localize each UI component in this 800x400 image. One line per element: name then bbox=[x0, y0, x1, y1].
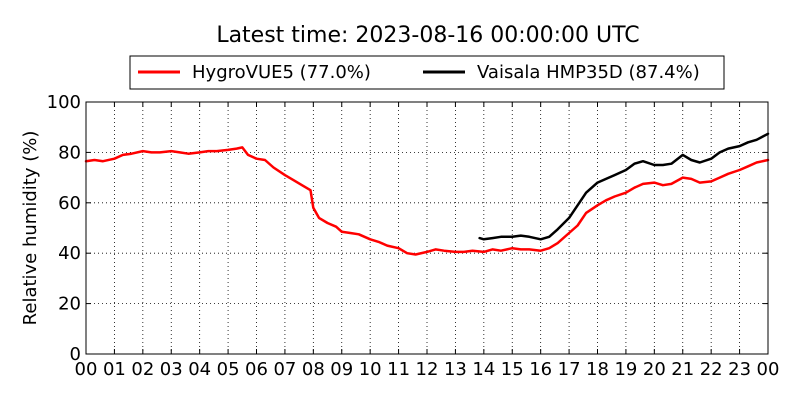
x-tick-label: 20 bbox=[643, 359, 666, 380]
x-tick-label: 15 bbox=[501, 359, 524, 380]
x-tick-label: 18 bbox=[586, 359, 609, 380]
x-tick-label: 01 bbox=[103, 359, 126, 380]
plot-lines bbox=[84, 132, 770, 256]
y-tick-label: 40 bbox=[58, 243, 81, 264]
legend: HygroVUE5 (77.0%) Vaisala HMP35D (87.4%) bbox=[129, 55, 725, 90]
x-tick-label: 14 bbox=[472, 359, 495, 380]
x-tick-label: 03 bbox=[160, 359, 183, 380]
grid bbox=[86, 102, 768, 354]
y-tick-label: 80 bbox=[58, 142, 81, 163]
x-tick-label: 19 bbox=[614, 359, 637, 380]
x-tick-label: 02 bbox=[131, 359, 154, 380]
x-tick-label: 09 bbox=[330, 359, 353, 380]
series-line-vaisala bbox=[478, 132, 770, 241]
x-tick-label: 21 bbox=[671, 359, 694, 380]
x-tick-label: 13 bbox=[444, 359, 467, 380]
y-tick-label: 0 bbox=[70, 344, 81, 365]
legend-label-hygrovue: HygroVUE5 (77.0%) bbox=[192, 62, 371, 83]
x-tick-label: 11 bbox=[387, 359, 410, 380]
y-axis-label: Relative humidity (%) bbox=[20, 131, 41, 326]
y-tick-label: 20 bbox=[58, 294, 81, 315]
chart-title: Latest time: 2023-08-16 00:00:00 UTC bbox=[216, 23, 639, 48]
legend-label-vaisala: Vaisala HMP35D (87.4%) bbox=[477, 62, 700, 83]
x-tick-label: 04 bbox=[188, 359, 211, 380]
y-tick-label: 60 bbox=[58, 193, 81, 214]
y-tick-label: 100 bbox=[47, 92, 81, 113]
x-tick-label: 16 bbox=[529, 359, 552, 380]
x-tick-label: 22 bbox=[700, 359, 723, 380]
x-tick-label: 08 bbox=[302, 359, 325, 380]
x-tick-label: 00 bbox=[757, 359, 780, 380]
x-tick-label: 00 bbox=[75, 359, 98, 380]
x-tick-label: 17 bbox=[558, 359, 581, 380]
x-tick-label: 05 bbox=[217, 359, 240, 380]
x-tick-label: 07 bbox=[273, 359, 296, 380]
x-tick-label: 10 bbox=[359, 359, 382, 380]
x-tick-label: 23 bbox=[728, 359, 751, 380]
x-axis: 00 01 02 03 04 05 06 07 08 09 10 11 12 13 14 15 16 17 18 19… bbox=[75, 102, 780, 380]
y-axis: 0 20 40 60 80 100 bbox=[47, 92, 768, 365]
x-tick-label: 06 bbox=[245, 359, 268, 380]
series-line-hygrovue bbox=[84, 146, 770, 256]
x-tick-label: 12 bbox=[416, 359, 439, 380]
